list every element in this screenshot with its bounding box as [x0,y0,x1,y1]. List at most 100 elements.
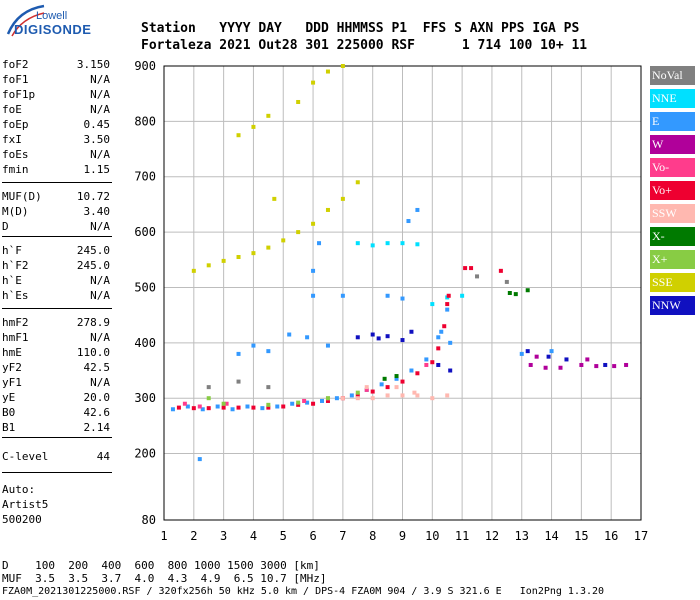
y-tick-label: 700 [134,170,156,184]
y-tick-label: 900 [134,59,156,73]
param-label: h`Es [2,289,29,302]
y-tick-label: 800 [134,114,156,128]
data-point [469,266,474,271]
header-values: Fortaleza 2021 Out28 301 225000 RSF 1 71… [141,38,588,53]
param-row: foEs N/A [2,148,110,163]
legend-item-vo-: Vo- [650,158,695,177]
data-point [498,268,503,273]
data-point [302,398,307,403]
data-point [445,307,450,312]
data-point [236,405,241,410]
data-point [436,362,441,367]
data-point [394,385,399,390]
data-point [525,288,530,293]
data-point [430,360,435,365]
data-point [251,251,256,256]
data-point [266,402,271,407]
legend-item-vo-: Vo+ [650,181,695,200]
param-row: C-level 44 [2,450,110,465]
x-tick-label: 9 [399,529,406,543]
data-point [215,404,220,409]
param-label: hmE [2,346,22,359]
y-tick-label: 80 [142,513,156,527]
x-tick-label: 6 [309,529,316,543]
legend-item-e: E [650,112,695,131]
data-point [460,293,465,298]
param-row: B1 2.14 [2,421,110,436]
data-point [296,230,301,235]
data-point [236,255,241,260]
header-columns: Station YYYY DAY DDD HHMMSS P1 FFS S AXN… [141,21,580,36]
data-point [224,401,229,406]
data-point [612,364,617,369]
data-point [251,405,256,410]
param-value: 2.14 [83,421,111,434]
x-tick-label: 1 [160,529,167,543]
data-point [170,407,175,412]
legend-item-noval: NoVal [650,66,695,85]
data-point [275,404,280,409]
legend-item-x-: X+ [650,250,695,269]
data-point [430,302,435,307]
auto-scaling-line: Artist5 [2,498,49,511]
param-row: h`F 245.0 [2,244,110,259]
data-point [448,340,453,345]
param-row: D N/A [2,220,110,235]
data-point [507,291,512,295]
param-separator [2,182,112,183]
data-point [272,196,277,201]
param-value: 3.50 [83,133,111,146]
data-point [579,362,584,367]
param-row: hmF2 278.9 [2,316,110,331]
data-point [603,362,608,367]
data-point [182,401,187,406]
data-point [236,379,241,384]
data-point [206,406,211,411]
data-point [436,335,441,340]
data-point [266,113,271,118]
param-row: B0 42.6 [2,406,110,421]
param-row: M(D) 3.40 [2,205,110,220]
param-separator [2,437,112,438]
param-value: 42.6 [83,406,111,419]
param-row: yF1 N/A [2,376,110,391]
data-point [340,196,345,201]
data-point [409,329,414,334]
data-point [415,371,420,376]
data-point [385,293,390,298]
param-row: yF2 42.5 [2,361,110,376]
data-point [206,385,211,390]
data-point [236,351,241,356]
legend-item-ssw: SSW [650,204,695,223]
param-row: h`F2 245.0 [2,259,110,274]
data-point [311,268,316,273]
param-label: foF1 [2,73,29,86]
data-point [200,407,205,412]
x-tick-label: 4 [250,529,257,543]
data-point [191,406,196,411]
data-point [290,401,295,406]
param-value: 20.0 [83,391,111,404]
data-point [534,354,539,359]
auto-scaling-line: Auto: [2,483,36,496]
param-label: B1 [2,421,16,434]
data-point [266,245,271,250]
data-point [305,335,310,340]
param-value: N/A [90,289,110,302]
param-value: 3.40 [83,205,111,218]
data-point [364,387,369,392]
param-label: hmF1 [2,331,29,344]
data-point [445,393,450,398]
data-point [624,362,629,367]
data-point [594,364,599,369]
data-point [475,274,480,279]
x-tick-label: 13 [515,529,529,543]
data-point [311,221,316,226]
data-point [370,396,375,401]
param-value: N/A [90,103,110,116]
param-value: N/A [90,88,110,101]
y-tick-label: 200 [134,447,156,461]
param-value: 245.0 [76,259,110,272]
data-point [325,398,330,403]
param-separator [2,308,112,309]
